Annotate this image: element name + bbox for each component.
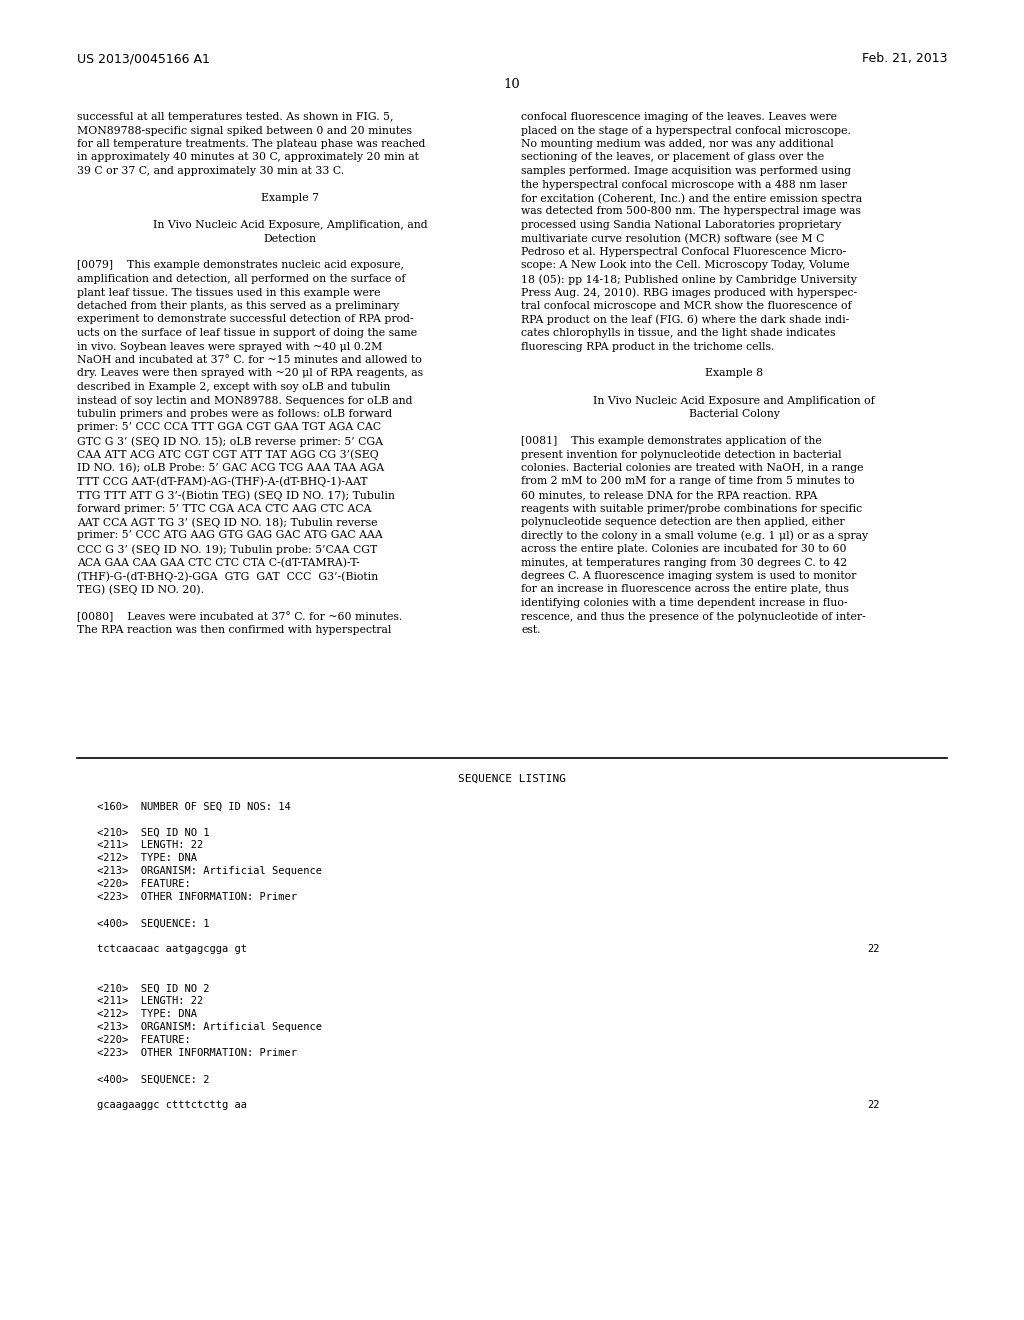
Text: primer: 5’ CCC ATG AAG GTG GAG GAC ATG GAC AAA: primer: 5’ CCC ATG AAG GTG GAG GAC ATG G… — [77, 531, 383, 540]
Text: <220>  FEATURE:: <220> FEATURE: — [97, 879, 190, 890]
Text: The RPA reaction was then confirmed with hyperspectral: The RPA reaction was then confirmed with… — [77, 624, 391, 635]
Text: the hyperspectral confocal microscope with a 488 nm laser: the hyperspectral confocal microscope wi… — [521, 180, 847, 190]
Text: RPA product on the leaf (FIG. 6) where the dark shade indi-: RPA product on the leaf (FIG. 6) where t… — [521, 314, 849, 325]
Text: MON89788-specific signal spiked between 0 and 20 minutes: MON89788-specific signal spiked between … — [77, 125, 412, 136]
Text: placed on the stage of a hyperspectral confocal microscope.: placed on the stage of a hyperspectral c… — [521, 125, 851, 136]
Text: rescence, and thus the presence of the polynucleotide of inter-: rescence, and thus the presence of the p… — [521, 611, 865, 622]
Text: Pedroso et al. Hyperspectral Confocal Fluorescence Micro-: Pedroso et al. Hyperspectral Confocal Fl… — [521, 247, 846, 257]
Text: in vivo. Soybean leaves were sprayed with ~40 μl 0.2M: in vivo. Soybean leaves were sprayed wit… — [77, 342, 382, 351]
Text: <212>  TYPE: DNA: <212> TYPE: DNA — [97, 1010, 197, 1019]
Text: for excitation (Coherent, Inc.) and the entire emission spectra: for excitation (Coherent, Inc.) and the … — [521, 193, 862, 203]
Text: <210>  SEQ ID NO 2: <210> SEQ ID NO 2 — [97, 983, 210, 993]
Text: 22: 22 — [867, 1101, 880, 1110]
Text: <223>  OTHER INFORMATION: Primer: <223> OTHER INFORMATION: Primer — [97, 892, 297, 903]
Text: 60 minutes, to release DNA for the RPA reaction. RPA: 60 minutes, to release DNA for the RPA r… — [521, 490, 817, 500]
Text: samples performed. Image acquisition was performed using: samples performed. Image acquisition was… — [521, 166, 851, 176]
Text: Example 8: Example 8 — [705, 368, 763, 379]
Text: 18 (05): pp 14-18; Published online by Cambridge University: 18 (05): pp 14-18; Published online by C… — [521, 275, 857, 285]
Text: minutes, at temperatures ranging from 30 degrees C. to 42: minutes, at temperatures ranging from 30… — [521, 557, 847, 568]
Text: [0081]    This example demonstrates application of the: [0081] This example demonstrates applica… — [521, 436, 821, 446]
Text: cates chlorophylls in tissue, and the light shade indicates: cates chlorophylls in tissue, and the li… — [521, 327, 836, 338]
Text: identifying colonies with a time dependent increase in fluo-: identifying colonies with a time depende… — [521, 598, 848, 609]
Text: gcaagaaggc ctttctcttg aa: gcaagaaggc ctttctcttg aa — [97, 1101, 247, 1110]
Text: successful at all temperatures tested. As shown in FIG. 5,: successful at all temperatures tested. A… — [77, 112, 393, 121]
Text: 10: 10 — [504, 78, 520, 91]
Text: GTC G 3’ (SEQ ID NO. 15); oLB reverse primer: 5’ CGA: GTC G 3’ (SEQ ID NO. 15); oLB reverse pr… — [77, 436, 383, 446]
Text: in approximately 40 minutes at 30 C, approximately 20 min at: in approximately 40 minutes at 30 C, app… — [77, 153, 419, 162]
Text: <400>  SEQUENCE: 2: <400> SEQUENCE: 2 — [97, 1074, 210, 1084]
Text: CCC G 3’ (SEQ ID NO. 19); Tubulin probe: 5’CAA CGT: CCC G 3’ (SEQ ID NO. 19); Tubulin probe:… — [77, 544, 377, 554]
Text: primer: 5’ CCC CCA TTT GGA CGT GAA TGT AGA CAC: primer: 5’ CCC CCA TTT GGA CGT GAA TGT A… — [77, 422, 381, 433]
Text: US 2013/0045166 A1: US 2013/0045166 A1 — [77, 51, 210, 65]
Text: reagents with suitable primer/probe combinations for specific: reagents with suitable primer/probe comb… — [521, 503, 862, 513]
Text: AAT CCA AGT TG 3’ (SEQ ID NO. 18); Tubulin reverse: AAT CCA AGT TG 3’ (SEQ ID NO. 18); Tubul… — [77, 517, 378, 528]
Text: 22: 22 — [867, 944, 880, 954]
Text: from 2 mM to 200 mM for a range of time from 5 minutes to: from 2 mM to 200 mM for a range of time … — [521, 477, 855, 487]
Text: colonies. Bacterial colonies are treated with NaOH, in a range: colonies. Bacterial colonies are treated… — [521, 463, 863, 473]
Text: <220>  FEATURE:: <220> FEATURE: — [97, 1035, 190, 1045]
Text: ACA GAA CAA GAA CTC CTC CTA C-(dT-TAMRA)-T-: ACA GAA CAA GAA CTC CTC CTA C-(dT-TAMRA)… — [77, 557, 359, 568]
Text: for all temperature treatments. The plateau phase was reached: for all temperature treatments. The plat… — [77, 139, 425, 149]
Text: amplification and detection, all performed on the surface of: amplification and detection, all perform… — [77, 275, 406, 284]
Text: <223>  OTHER INFORMATION: Primer: <223> OTHER INFORMATION: Primer — [97, 1048, 297, 1059]
Text: <213>  ORGANISM: Artificial Sequence: <213> ORGANISM: Artificial Sequence — [97, 1022, 322, 1032]
Text: degrees C. A fluorescence imaging system is used to monitor: degrees C. A fluorescence imaging system… — [521, 572, 856, 581]
Text: tctcaacaac aatgagcgga gt: tctcaacaac aatgagcgga gt — [97, 944, 247, 954]
Text: forward primer: 5’ TTC CGA ACA CTC AAG CTC ACA: forward primer: 5’ TTC CGA ACA CTC AAG C… — [77, 503, 372, 513]
Text: Feb. 21, 2013: Feb. 21, 2013 — [861, 51, 947, 65]
Text: polynucleotide sequence detection are then applied, either: polynucleotide sequence detection are th… — [521, 517, 845, 527]
Text: multivariate curve resolution (MCR) software (see M C: multivariate curve resolution (MCR) soft… — [521, 234, 824, 244]
Text: processed using Sandia National Laboratories proprietary: processed using Sandia National Laborato… — [521, 220, 842, 230]
Text: across the entire plate. Colonies are incubated for 30 to 60: across the entire plate. Colonies are in… — [521, 544, 847, 554]
Text: [0079]    This example demonstrates nucleic acid exposure,: [0079] This example demonstrates nucleic… — [77, 260, 404, 271]
Text: scope: A New Look into the Cell. Microscopy Today, Volume: scope: A New Look into the Cell. Microsc… — [521, 260, 850, 271]
Text: Detection: Detection — [263, 234, 316, 243]
Text: was detected from 500-800 nm. The hyperspectral image was: was detected from 500-800 nm. The hypers… — [521, 206, 861, 216]
Text: TEG) (SEQ ID NO. 20).: TEG) (SEQ ID NO. 20). — [77, 585, 204, 595]
Text: NaOH and incubated at 37° C. for ~15 minutes and allowed to: NaOH and incubated at 37° C. for ~15 min… — [77, 355, 422, 366]
Text: <400>  SEQUENCE: 1: <400> SEQUENCE: 1 — [97, 919, 210, 928]
Text: 39 C or 37 C, and approximately 30 min at 33 C.: 39 C or 37 C, and approximately 30 min a… — [77, 166, 344, 176]
Text: described in Example 2, except with soy oLB and tubulin: described in Example 2, except with soy … — [77, 381, 390, 392]
Text: instead of soy lectin and MON89788. Sequences for oLB and: instead of soy lectin and MON89788. Sequ… — [77, 396, 413, 405]
Text: SEQUENCE LISTING: SEQUENCE LISTING — [458, 774, 566, 784]
Text: fluorescing RPA product in the trichome cells.: fluorescing RPA product in the trichome … — [521, 342, 774, 351]
Text: detached from their plants, as this served as a preliminary: detached from their plants, as this serv… — [77, 301, 399, 312]
Text: In Vivo Nucleic Acid Exposure and Amplification of: In Vivo Nucleic Acid Exposure and Amplif… — [593, 396, 874, 405]
Text: TTT CCG AAT-(dT-FAM)-AG-(THF)-A-(dT-BHQ-1)-AAT: TTT CCG AAT-(dT-FAM)-AG-(THF)-A-(dT-BHQ-… — [77, 477, 368, 487]
Text: No mounting medium was added, nor was any additional: No mounting medium was added, nor was an… — [521, 139, 834, 149]
Text: for an increase in fluorescence across the entire plate, thus: for an increase in fluorescence across t… — [521, 585, 849, 594]
Text: <212>  TYPE: DNA: <212> TYPE: DNA — [97, 853, 197, 863]
Text: Bacterial Colony: Bacterial Colony — [688, 409, 779, 418]
Text: TTG TTT ATT G 3’-(Biotin TEG) (SEQ ID NO. 17); Tubulin: TTG TTT ATT G 3’-(Biotin TEG) (SEQ ID NO… — [77, 490, 395, 500]
Text: (THF)-G-(dT-BHQ-2)-GGA  GTG  GAT  CCC  G3’-(Biotin: (THF)-G-(dT-BHQ-2)-GGA GTG GAT CCC G3’-(… — [77, 572, 378, 582]
Text: In Vivo Nucleic Acid Exposure, Amplification, and: In Vivo Nucleic Acid Exposure, Amplifica… — [153, 220, 427, 230]
Text: confocal fluorescence imaging of the leaves. Leaves were: confocal fluorescence imaging of the lea… — [521, 112, 837, 121]
Text: Example 7: Example 7 — [261, 193, 319, 203]
Text: tubulin primers and probes were as follows: oLB forward: tubulin primers and probes were as follo… — [77, 409, 392, 418]
Text: ucts on the surface of leaf tissue in support of doing the same: ucts on the surface of leaf tissue in su… — [77, 327, 417, 338]
Text: dry. Leaves were then sprayed with ~20 μl of RPA reagents, as: dry. Leaves were then sprayed with ~20 μ… — [77, 368, 423, 379]
Text: <213>  ORGANISM: Artificial Sequence: <213> ORGANISM: Artificial Sequence — [97, 866, 322, 876]
Text: <210>  SEQ ID NO 1: <210> SEQ ID NO 1 — [97, 828, 210, 837]
Text: tral confocal microscope and MCR show the fluorescence of: tral confocal microscope and MCR show th… — [521, 301, 852, 312]
Text: est.: est. — [521, 624, 541, 635]
Text: <211>  LENGTH: 22: <211> LENGTH: 22 — [97, 841, 203, 850]
Text: <211>  LENGTH: 22: <211> LENGTH: 22 — [97, 997, 203, 1006]
Text: sectioning of the leaves, or placement of glass over the: sectioning of the leaves, or placement o… — [521, 153, 824, 162]
Text: <160>  NUMBER OF SEQ ID NOS: 14: <160> NUMBER OF SEQ ID NOS: 14 — [97, 801, 291, 812]
Text: Press Aug. 24, 2010). RBG images produced with hyperspec-: Press Aug. 24, 2010). RBG images produce… — [521, 288, 857, 298]
Text: plant leaf tissue. The tissues used in this example were: plant leaf tissue. The tissues used in t… — [77, 288, 381, 297]
Text: present invention for polynucleotide detection in bacterial: present invention for polynucleotide det… — [521, 450, 842, 459]
Text: [0080]    Leaves were incubated at 37° C. for ~60 minutes.: [0080] Leaves were incubated at 37° C. f… — [77, 611, 402, 622]
Text: CAA ATT ACG ATC CGT CGT ATT TAT AGG CG 3’(SEQ: CAA ATT ACG ATC CGT CGT ATT TAT AGG CG 3… — [77, 450, 379, 461]
Text: ID NO. 16); oLB Probe: 5’ GAC ACG TCG AAA TAA AGA: ID NO. 16); oLB Probe: 5’ GAC ACG TCG AA… — [77, 463, 384, 474]
Text: directly to the colony in a small volume (e.g. 1 μl) or as a spray: directly to the colony in a small volume… — [521, 531, 868, 541]
Text: experiment to demonstrate successful detection of RPA prod-: experiment to demonstrate successful det… — [77, 314, 414, 325]
